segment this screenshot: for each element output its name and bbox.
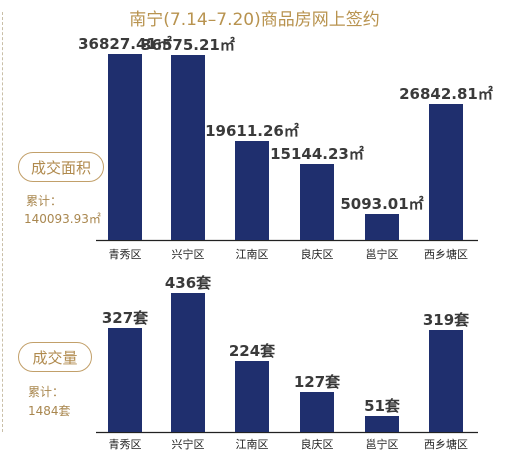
bar-value-label: 19611.26㎡: [205, 122, 299, 140]
bar-value-label: 319套: [423, 311, 470, 329]
category-tick-label: 邕宁区: [366, 437, 399, 451]
volume-total-label: 累计：: [28, 385, 65, 399]
bar-value-label: 26842.81㎡: [399, 85, 493, 103]
bar-value-label: 36575.21㎡: [141, 36, 235, 54]
bar-value-label: 436套: [165, 274, 212, 292]
bar-value-label: 127套: [294, 373, 341, 391]
bar: [235, 361, 269, 432]
bar: [108, 54, 142, 240]
area-panel-pill: 成交面积: [18, 152, 104, 182]
category-tick-label: 兴宁区: [172, 437, 205, 451]
bar-value-label: 51套: [364, 397, 401, 415]
category-tick-label: 青秀区: [109, 438, 142, 451]
area-total-label: 累计：: [26, 194, 63, 208]
bar-value-label: 327套: [102, 309, 149, 327]
category-tick-label: 江南区: [236, 248, 269, 261]
category-tick-label: 兴宁区: [172, 247, 205, 261]
volume-total-value: 1484套: [28, 404, 71, 418]
bar: [235, 141, 269, 240]
bar-value-label: 15144.23㎡: [270, 145, 364, 163]
category-tick-label: 西乡塘区: [424, 247, 468, 261]
bar: [300, 392, 334, 432]
left-dashed-border: [2, 12, 3, 432]
bar: [171, 55, 205, 240]
area-total-value: 140093.93㎡: [24, 212, 101, 226]
bar-value-label: 36827.41㎡: [78, 35, 172, 53]
bar: [300, 164, 334, 240]
category-tick-label: 青秀区: [109, 248, 142, 261]
page-title: 南宁(7.14–7.20)商品房网上签约: [129, 10, 380, 30]
category-tick-label: 良庆区: [301, 247, 334, 261]
bar-value-label: 5093.01㎡: [340, 195, 423, 213]
bar: [429, 104, 463, 240]
bar: [365, 214, 399, 240]
category-tick-label: 邕宁区: [366, 247, 399, 261]
bar: [429, 330, 463, 432]
category-tick-label: 江南区: [236, 438, 269, 451]
volume-panel-pill: 成交量: [18, 342, 92, 372]
bar: [108, 328, 142, 432]
bar: [365, 416, 399, 432]
bar-value-label: 224套: [229, 342, 276, 360]
category-tick-label: 西乡塘区: [424, 437, 468, 451]
category-tick-label: 良庆区: [301, 437, 334, 451]
bar: [171, 293, 205, 432]
